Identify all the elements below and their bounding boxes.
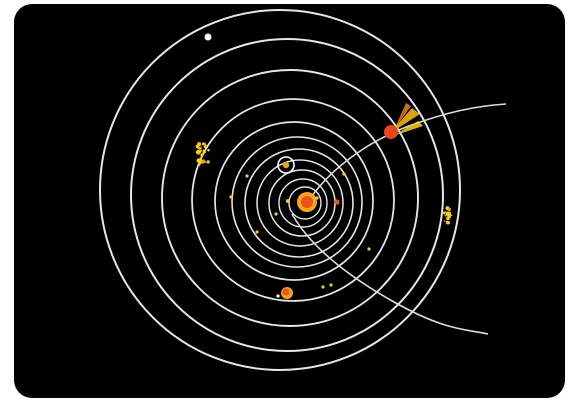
comet-trajectory-upper — [308, 103, 507, 201]
marked-planet — [282, 161, 290, 169]
asteroid — [444, 214, 447, 217]
asteroid — [207, 148, 210, 152]
asteroid — [198, 146, 202, 150]
orbit-ring — [244, 148, 354, 258]
asteroid — [274, 212, 278, 216]
asteroid — [329, 283, 333, 287]
asteroid — [195, 144, 199, 149]
asteroid — [443, 211, 446, 215]
orbit-ring — [161, 69, 419, 327]
asteroid — [196, 158, 201, 163]
asteroid-cluster-left — [195, 142, 210, 166]
comet — [384, 103, 423, 139]
orbit-ring — [214, 121, 374, 281]
asteroid — [245, 174, 249, 178]
asteroid — [205, 145, 208, 147]
planet-marker-ring — [277, 156, 295, 174]
orbit-ring — [130, 38, 444, 352]
asteroid — [446, 216, 450, 220]
white-moon — [204, 33, 212, 41]
asteroid — [201, 159, 206, 164]
asteroid — [446, 221, 450, 225]
scattered-asteroids — [229, 172, 371, 289]
orbit-ring — [231, 136, 363, 268]
asteroid-cluster-right — [443, 206, 453, 225]
asteroid — [443, 220, 446, 222]
inner-planet — [334, 199, 340, 205]
orbit-ring — [99, 9, 461, 371]
asteroid — [198, 143, 200, 145]
asteroid — [447, 207, 451, 212]
asteroid — [200, 153, 204, 157]
asteroid — [451, 214, 453, 216]
asteroid — [229, 195, 233, 199]
asteroid — [206, 160, 210, 164]
asteroid — [199, 163, 201, 165]
asteroid — [203, 151, 205, 154]
outer-planet — [276, 287, 293, 299]
sun — [297, 192, 317, 212]
orbit-ring — [278, 178, 328, 228]
orbit-rings — [99, 9, 461, 371]
asteroid — [315, 196, 319, 200]
asteroid — [367, 247, 371, 251]
comet-nucleus — [384, 125, 398, 139]
asteroid — [321, 285, 325, 289]
orbit-diagram-canvas — [99, 9, 507, 371]
asteroid — [203, 143, 206, 147]
inner-planet-small — [286, 199, 290, 203]
asteroid — [342, 172, 346, 176]
comet-trajectory-lower — [291, 213, 489, 335]
orbit-ring — [288, 186, 322, 220]
solar-system-diagram — [14, 4, 565, 398]
orbit-ring — [256, 159, 344, 247]
orbit-ring — [191, 98, 395, 302]
asteroid — [255, 230, 259, 234]
asteroid — [446, 212, 450, 217]
asteroid — [196, 149, 199, 152]
